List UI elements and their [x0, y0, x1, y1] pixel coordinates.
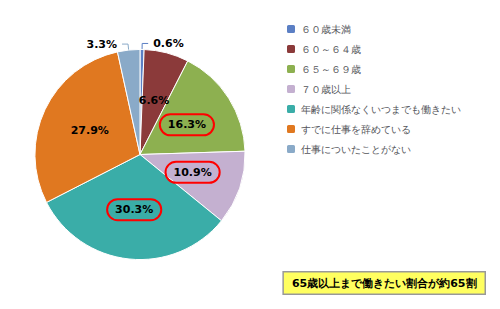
svg-text:3.3%: 3.3% — [87, 38, 118, 51]
svg-text:10.9%: 10.9% — [174, 166, 212, 179]
svg-text:30.3%: 30.3% — [115, 203, 153, 216]
svg-text:65歳以上まで働きたい割合が約65割: 65歳以上まで働きたい割合が約65割 — [292, 277, 477, 290]
svg-text:16.3%: 16.3% — [168, 118, 206, 131]
svg-text:0.6%: 0.6% — [153, 37, 184, 50]
svg-text:６０～６４歳: ６０～６４歳 — [301, 44, 361, 55]
svg-text:6.6%: 6.6% — [139, 94, 170, 107]
svg-text:27.9%: 27.9% — [71, 124, 109, 137]
svg-text:すでに仕事を辞めている: すでに仕事を辞めている — [301, 124, 411, 135]
svg-text:６０歳未満: ６０歳未満 — [301, 24, 351, 35]
svg-text:年齢に関係なくいつまでも働きたい: 年齢に関係なくいつまでも働きたい — [301, 104, 461, 115]
svg-text:仕事についたことがない: 仕事についたことがない — [301, 144, 411, 155]
svg-text:７０歳以上: ７０歳以上 — [301, 84, 351, 95]
svg-text:６５～６９歳: ６５～６９歳 — [301, 64, 361, 75]
